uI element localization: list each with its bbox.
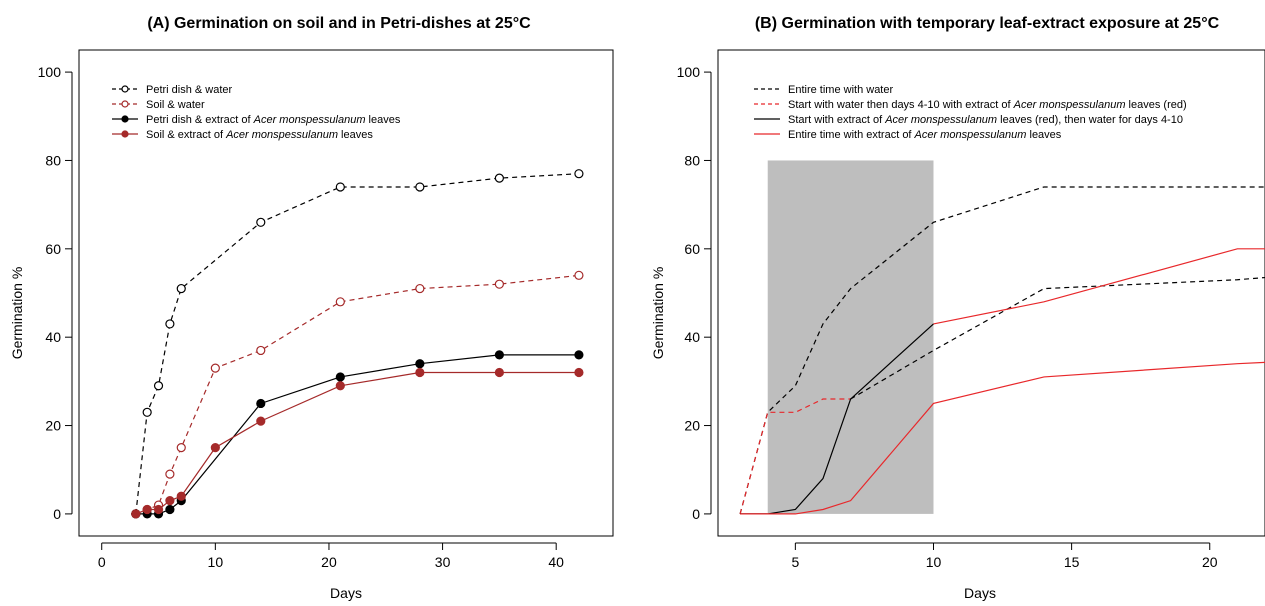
panel-a-series-3-point: [153, 504, 164, 515]
panel-b-legend-label-0: Entire time with water: [788, 84, 893, 96]
panel-a-series-0-point: [256, 217, 266, 227]
panel-a-series-0-line: [135, 173, 579, 514]
panel-b-series-1-line: [739, 398, 851, 515]
panel-a-series-3-point: [131, 509, 141, 519]
panel-a-series-1-point: [574, 270, 584, 280]
panel-b-shaded-exposure-region: [767, 160, 934, 514]
panel-a-x-tick-label: 30: [435, 554, 451, 570]
panel-a-legend-marker-2: [121, 115, 129, 123]
panel-a-series-0-point: [574, 169, 584, 179]
panel-a-series-3-point: [415, 367, 425, 378]
panel-a-series-1-point: [494, 279, 504, 289]
panel-a-series-1-point: [176, 443, 186, 453]
panel-b-legend-label-1: Start with water then days 4-10 with ext…: [788, 99, 1187, 111]
panel-a-y-tick-label: 40: [45, 329, 61, 345]
panel-b-y-tick-label: 100: [677, 64, 701, 80]
panel-a-series-3-point: [142, 504, 152, 515]
panel-a-y-tick-label: 20: [45, 418, 61, 434]
panel-a-series-1-point: [256, 345, 266, 356]
panel-b-x-tick-label: 5: [791, 554, 799, 570]
panel-b-plot-frame: [717, 49, 1265, 537]
panel-a-y-tick-label: 100: [38, 64, 62, 80]
panel-b-x-tick-label: 10: [926, 554, 942, 570]
panel-b-y-tick-label: 20: [684, 418, 700, 434]
panel-a-series-3-point: [494, 367, 504, 378]
panel-a-series-1-line: [135, 274, 579, 515]
panel-b-legend-label-5: Entire time with extract of Acer monspes…: [788, 129, 1062, 141]
panel-b-series-2-line: [850, 276, 1265, 400]
panel-a-series-3-point: [176, 491, 186, 501]
panel-a-legend-label-0: Petri dish & water: [146, 84, 233, 96]
panel-b-y-tick-label: 60: [684, 241, 700, 257]
panel-a-series-0-point: [415, 182, 425, 192]
panel-a-series-0-point: [153, 381, 164, 391]
panel-a-legend-label-2: Petri dish & extract of Acer monspessula…: [146, 114, 401, 126]
panel-a-series-3-point: [335, 381, 345, 391]
panel-b-series-0-line: [739, 186, 1265, 515]
panel-a-legend-marker-0: [121, 85, 129, 93]
panel-a-series-3-point: [165, 496, 175, 506]
panel-a-series-3-point: [256, 416, 266, 426]
panel-b-x-tick-label: 20: [1202, 554, 1218, 570]
panel-a-series-2-line: [135, 354, 579, 515]
panel-a-series-0-point: [335, 182, 345, 192]
panel-b-y-tick-label: 40: [684, 329, 700, 345]
panel-a: (A) Germination on soil and in Petri-dis…: [9, 15, 614, 601]
panel-a-x-tick-label: 0: [98, 554, 106, 570]
panel-a-series-2-point: [335, 372, 345, 382]
panel-a-series-0-point: [165, 319, 175, 329]
panel-a-plot-area: 0 20 40 60 80 100 0 10 20 30 40 Petri dish & water S…: [38, 49, 614, 570]
panel-a-series-2-point: [165, 504, 175, 515]
panel-b-ylabel: Germination %: [650, 267, 666, 360]
panel-a-series-1-point: [335, 297, 345, 307]
panel-a-y-tick-label: 80: [45, 152, 61, 168]
panel-b-y-tick-label: 80: [684, 152, 700, 168]
panel-a-legend-label-3: Soil & extract of Acer monspessulanum le…: [146, 129, 373, 141]
panel-b-x-tick-label: 15: [1064, 554, 1080, 570]
panel-b-title: (B) Germination with temporary leaf-extr…: [755, 15, 1220, 32]
panel-a-legend-marker-3: [121, 130, 129, 138]
panel-b-plot-area: 0 20 40 60 80 100 5 10 15 20 Entire time with wate…: [677, 49, 1265, 570]
panel-a-series-0-point: [494, 173, 504, 183]
panel-a-x-tick-label: 20: [321, 554, 337, 570]
panel-a-x-tick-label: 40: [548, 554, 564, 570]
panel-b-series-4-line: [933, 248, 1265, 325]
panel-a-series-0-point: [176, 283, 186, 294]
panel-a-series-2-point: [494, 350, 504, 360]
panel-a-series-2-point: [574, 350, 584, 360]
panel-a-series-1-point: [165, 469, 175, 479]
panel-b-series-5-line: [740, 361, 1265, 515]
panel-a-legend-marker-1: [121, 100, 129, 108]
panel-a-ylabel: Germination %: [9, 267, 25, 360]
panel-a-series-3-line: [135, 371, 579, 515]
panel-a-y-tick-label: 0: [53, 506, 61, 522]
panel-a-series-1-point: [415, 283, 425, 294]
panel-a-series-2-point: [256, 398, 266, 409]
panel-a-series-0-point: [142, 407, 152, 417]
panel-a-legend-label-1: Soil & water: [146, 99, 205, 111]
panel-a-xlabel: Days: [330, 585, 362, 601]
panel-a-series-2-point: [415, 359, 425, 369]
panel-b-y-tick-label: 0: [692, 506, 700, 522]
panel-b-xlabel: Days: [964, 585, 996, 601]
panel-a-series-3-point: [210, 443, 220, 453]
panel-b: (B) Germination with temporary leaf-extr…: [650, 15, 1265, 601]
panel-a-plot-frame: [78, 49, 614, 537]
panel-a-y-tick-label: 60: [45, 241, 61, 257]
panel-a-series-1-point: [210, 363, 220, 373]
panel-a-x-tick-label: 10: [208, 554, 224, 570]
panel-b-legend-label-3: Start with extract of Acer monspessulanu…: [788, 114, 1183, 126]
panel-a-title: (A) Germination on soil and in Petri-dis…: [147, 15, 531, 32]
panel-a-series-3-point: [574, 367, 584, 378]
